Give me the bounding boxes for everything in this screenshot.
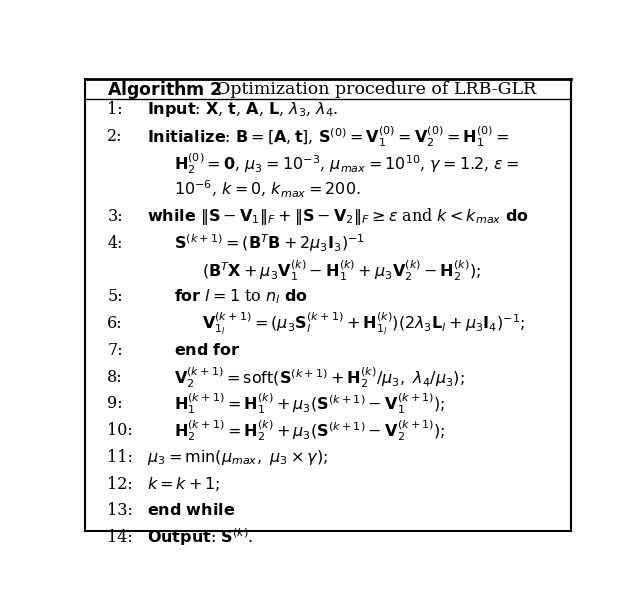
Text: $10^{-6}$, $k = 0$, $k_{max} = 200$.: $10^{-6}$, $k = 0$, $k_{max} = 200$. <box>174 179 361 201</box>
Text: 10:: 10: <box>108 422 133 439</box>
Text: Optimization procedure of LRB-GLR: Optimization procedure of LRB-GLR <box>216 81 537 98</box>
Text: $\mathbf{Output}$: $\mathbf{S}^{(k)}$.: $\mathbf{Output}$: $\mathbf{S}^{(k)}$. <box>147 527 253 548</box>
Text: 12:: 12: <box>108 475 133 493</box>
Text: $k = k + 1;$: $k = k + 1;$ <box>147 475 220 493</box>
Text: $\mathbf{Input}$: $\mathbf{X}$, $\mathbf{t}$, $\mathbf{A}$, $\mathbf{L}$, $\lamb: $\mathbf{Input}$: $\mathbf{X}$, $\mathbf… <box>147 100 339 119</box>
Text: 13:: 13: <box>108 503 133 519</box>
Text: $\mathbf{H}_1^{(k+1)} = \mathbf{H}_1^{(k)} + \mu_3(\mathbf{S}^{(k+1)} - \mathbf{: $\mathbf{H}_1^{(k+1)} = \mathbf{H}_1^{(k… <box>174 391 445 416</box>
Text: 9:: 9: <box>108 396 123 413</box>
Text: $\mu_3 = \min(\mu_{max},\ \mu_3 \times \gamma);$: $\mu_3 = \min(\mu_{max},\ \mu_3 \times \… <box>147 448 328 467</box>
Text: 3:: 3: <box>108 208 123 225</box>
Text: $\mathbf{H}_2^{(k+1)} = \mathbf{H}_2^{(k)} + \mu_3(\mathbf{S}^{(k+1)} - \mathbf{: $\mathbf{H}_2^{(k+1)} = \mathbf{H}_2^{(k… <box>174 418 445 443</box>
Text: 2:: 2: <box>108 128 123 145</box>
Text: 4:: 4: <box>108 235 123 252</box>
Text: 14:: 14: <box>108 529 133 546</box>
Text: $\mathbf{for}$ $l = 1$ to $n_l$ $\mathbf{do}$: $\mathbf{for}$ $l = 1$ to $n_l$ $\mathbf… <box>174 288 308 306</box>
Text: 8:: 8: <box>108 368 123 385</box>
Text: $\mathbf{Initialize}$: $\mathbf{B} = [\mathbf{A}, \mathbf{t}]$, $\mathbf{S}^{(0): $\mathbf{Initialize}$: $\mathbf{B} = [\m… <box>147 124 509 149</box>
Text: $\mathbf{while}$ $\|\mathbf{S} - \mathbf{V}_1\|_F + \|\mathbf{S} - \mathbf{V}_2\: $\mathbf{while}$ $\|\mathbf{S} - \mathbf… <box>147 206 529 227</box>
Text: 1:: 1: <box>108 101 123 118</box>
Text: $\mathbf{V}_2^{(k+1)} = \mathrm{soft}(\mathbf{S}^{(k+1)} + \mathbf{H}_2^{(k)}/\m: $\mathbf{V}_2^{(k+1)} = \mathrm{soft}(\m… <box>174 365 465 390</box>
Text: $\mathbf{end\ while}$: $\mathbf{end\ while}$ <box>147 503 235 519</box>
Text: 5:: 5: <box>108 288 123 306</box>
Text: 11:: 11: <box>108 449 133 466</box>
Text: 6:: 6: <box>108 315 123 332</box>
Text: $\mathbf{H}_2^{(0)} = \mathbf{0}$, $\mu_3 = 10^{-3}$, $\mu_{max} = 10^{10}$, $\g: $\mathbf{H}_2^{(0)} = \mathbf{0}$, $\mu_… <box>174 151 520 176</box>
Text: $\mathbf{Algorithm\ 2}$: $\mathbf{Algorithm\ 2}$ <box>108 79 223 101</box>
Text: 7:: 7: <box>108 342 123 359</box>
Text: $\mathbf{V}_{1_l}^{(k+1)} = (\mu_3 \mathbf{S}_l^{(k+1)} + \mathbf{H}_{1_l}^{(k)}: $\mathbf{V}_{1_l}^{(k+1)} = (\mu_3 \math… <box>202 310 525 337</box>
Text: $\mathbf{S}^{(k+1)} = (\mathbf{B}^T\mathbf{B} + 2\mu_3\mathbf{I}_3)^{-1}$: $\mathbf{S}^{(k+1)} = (\mathbf{B}^T\math… <box>174 233 365 254</box>
Text: $(\mathbf{B}^T\mathbf{X}+\mu_3 \mathbf{V}_1^{(k)}-\mathbf{H}_1^{(k)}+\mu_3 \math: $(\mathbf{B}^T\mathbf{X}+\mu_3 \mathbf{V… <box>202 258 481 283</box>
Text: $\mathbf{end\ for}$: $\mathbf{end\ for}$ <box>174 342 241 359</box>
